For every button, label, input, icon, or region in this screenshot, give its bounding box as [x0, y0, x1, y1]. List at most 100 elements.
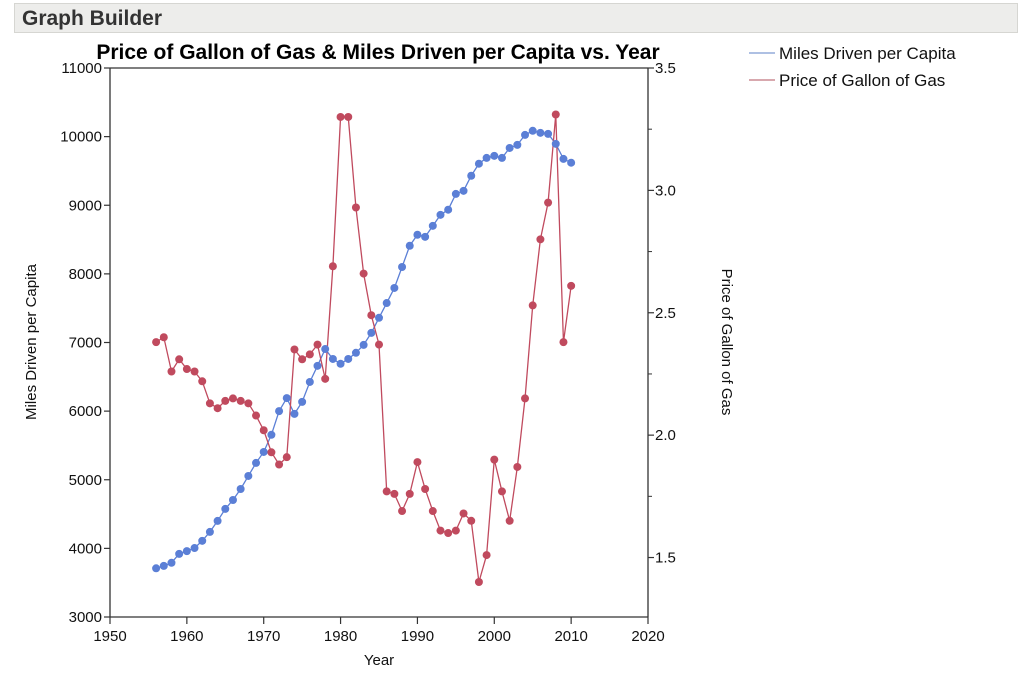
data-point-miles [528, 126, 537, 135]
data-point-miles [421, 232, 430, 241]
data-point-price [182, 365, 191, 374]
data-point-miles [198, 536, 207, 545]
data-point-price [536, 235, 545, 244]
data-point-price [190, 367, 199, 376]
data-point-price [467, 516, 476, 525]
legend-label-miles: Miles Driven per Capita [779, 44, 956, 63]
plot-marks [152, 110, 576, 586]
y-tick-label: 9000 [69, 197, 102, 214]
chart-title: Price of Gallon of Gas & Miles Driven pe… [96, 41, 659, 64]
x-tick-label: 1960 [170, 628, 203, 645]
y2-axis-title: Price of Gallon of Gas [718, 269, 735, 416]
data-point-miles [359, 340, 368, 349]
data-point-price [159, 333, 168, 342]
graph-builder-header[interactable]: Graph Builder [14, 3, 1018, 33]
data-point-price [559, 338, 568, 347]
data-point-miles [375, 313, 383, 322]
data-point-price [305, 350, 314, 359]
data-point-miles [252, 458, 261, 467]
data-point-price [528, 301, 537, 310]
data-point-price [267, 448, 276, 457]
data-point-price [567, 281, 576, 290]
y-axis-title: Miles Driven per Capita [23, 263, 40, 420]
data-point-price [252, 411, 261, 420]
data-point-miles [497, 153, 506, 162]
data-point-price [544, 198, 553, 207]
data-point-miles [544, 129, 553, 138]
data-point-miles [536, 128, 545, 137]
data-point-price [282, 453, 291, 462]
data-point-miles [505, 143, 514, 152]
data-point-miles [328, 354, 337, 363]
data-point-miles [490, 151, 499, 160]
data-point-price [428, 507, 437, 516]
data-point-price [221, 396, 230, 405]
data-point-price [351, 203, 360, 212]
data-point-price [367, 311, 376, 320]
data-point-miles [451, 189, 460, 198]
data-point-price [451, 526, 460, 535]
data-point-price [405, 489, 414, 498]
x-tick-label: 2020 [631, 628, 664, 645]
data-point-price [328, 262, 337, 271]
data-point-price [474, 577, 483, 586]
axes: 1950 1960 1970 1980 1990 2000 2010 2020 3000 4000… [60, 60, 676, 645]
data-point-miles [567, 158, 576, 167]
data-point-price [336, 112, 345, 121]
data-point-miles [382, 299, 391, 308]
data-point-miles [236, 485, 245, 494]
data-point-miles [205, 527, 214, 536]
y2-tick-label: 2.0 [655, 427, 676, 444]
data-point-miles [390, 283, 399, 292]
data-point-miles [182, 547, 191, 556]
data-point-miles [405, 241, 414, 250]
data-point-price [551, 110, 560, 119]
data-point-price [390, 489, 399, 498]
data-point-miles [244, 471, 253, 480]
data-point-price [198, 377, 207, 386]
data-point-miles [559, 154, 568, 163]
data-point-price [375, 340, 383, 349]
data-point-price [505, 516, 514, 525]
y2-tick-label: 3.5 [655, 60, 676, 77]
data-point-price [398, 507, 407, 516]
data-point-price [236, 396, 245, 405]
data-point-miles [521, 130, 530, 139]
data-point-price [275, 460, 284, 469]
y-tick-label: 8000 [69, 266, 102, 283]
y2-tick-label: 3.0 [655, 182, 676, 199]
data-point-miles [228, 495, 237, 504]
data-point-miles [351, 348, 360, 357]
data-point-miles [413, 230, 422, 239]
data-point-price [175, 355, 184, 364]
data-point-price [490, 455, 499, 464]
y-tick-label: 5000 [69, 472, 102, 489]
data-point-price [497, 487, 506, 496]
data-point-price [205, 399, 214, 408]
data-point-miles [282, 394, 291, 403]
legend: Miles Driven per Capita Price of Gallon … [749, 44, 956, 90]
data-point-price [321, 374, 330, 383]
data-point-miles [321, 345, 330, 354]
x-axis-title: Year [364, 652, 394, 669]
data-point-price [344, 112, 353, 121]
data-point-miles [275, 407, 284, 416]
data-point-miles [467, 171, 476, 180]
data-point-miles [336, 359, 345, 368]
data-point-price [444, 529, 453, 538]
data-point-miles [259, 447, 268, 456]
data-point-miles [474, 159, 483, 168]
data-point-price [167, 367, 176, 376]
data-point-miles [221, 504, 230, 513]
data-point-price [228, 394, 237, 403]
x-tick-label: 1980 [324, 628, 357, 645]
data-point-price [290, 345, 299, 354]
data-point-miles [428, 221, 437, 230]
data-point-price [459, 509, 468, 518]
data-point-miles [459, 186, 468, 195]
data-point-price [436, 526, 445, 535]
data-point-miles [152, 564, 161, 573]
data-point-price [259, 426, 268, 435]
data-point-price [313, 340, 322, 349]
